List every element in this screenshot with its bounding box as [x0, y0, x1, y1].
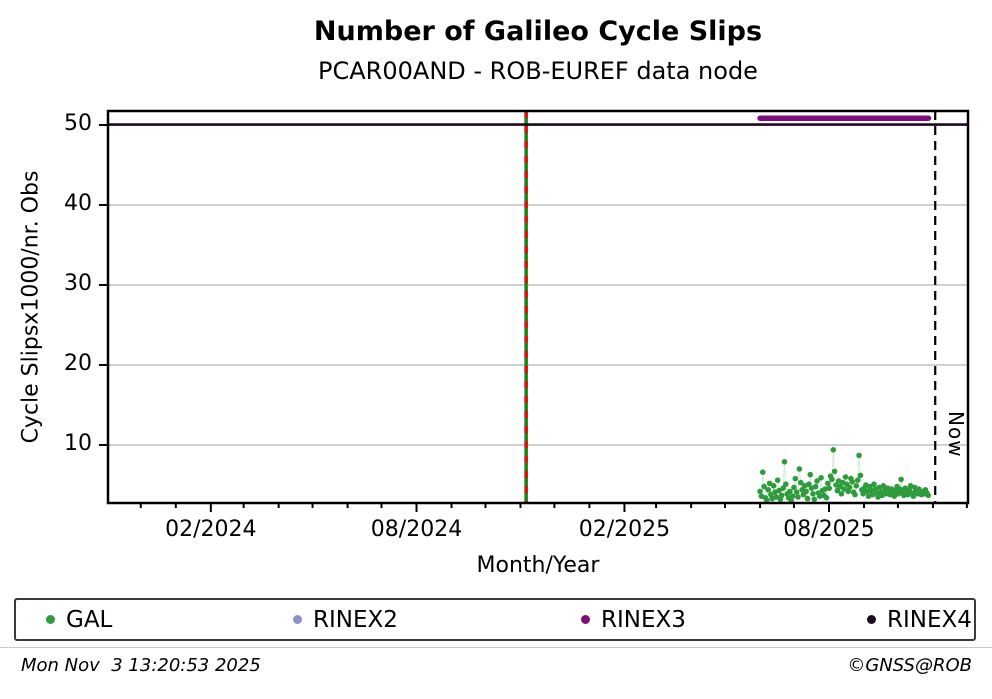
gal-data-point	[778, 492, 785, 499]
footer-divider	[0, 647, 992, 648]
legend: GAL RINEX2 RINEX3 RINEX4	[14, 598, 976, 641]
gal-data-point	[838, 491, 845, 497]
gal-data-point	[925, 492, 932, 499]
gal-data-point	[898, 476, 904, 483]
plot-timestamp: Mon Nov 3 13:20:53 2025	[21, 655, 261, 676]
gal-data-point	[871, 481, 877, 488]
rinex4-series-dot-icon	[867, 615, 876, 624]
gal-data-point	[793, 489, 800, 496]
rinex3-series-dot-icon	[581, 615, 590, 624]
chart-subtitle: PCAR00AND - ROB-EUREF data node	[318, 57, 758, 85]
gal-data-point	[791, 484, 797, 491]
gal-data-point	[856, 452, 862, 459]
credit-text: ©GNSS@ROB	[847, 655, 972, 676]
gal-data-point	[774, 477, 781, 484]
gal-data-point	[780, 485, 786, 492]
gal-data-point	[797, 479, 804, 486]
y-tick-label: 40	[64, 191, 92, 216]
y-tick-label: 10	[64, 431, 92, 456]
legend-item-rinex4: RINEX4	[867, 600, 972, 639]
gal-data-point	[761, 483, 767, 490]
gal-data-point	[759, 469, 766, 476]
gal-data-point	[789, 493, 796, 500]
gal-data-point	[891, 493, 898, 500]
gal-data-point	[806, 481, 812, 488]
gal-data-point	[829, 476, 835, 483]
legend-label-gal: GAL	[66, 606, 113, 633]
y-tick-label: 30	[64, 271, 92, 296]
gal-data-point	[857, 472, 864, 479]
gal-data-point	[783, 481, 789, 488]
x-tick-label: 08/2025	[783, 517, 875, 542]
gal-data-point	[846, 484, 853, 491]
y-tick-label: 20	[64, 351, 92, 376]
y-tick-label: 50	[64, 111, 92, 136]
gal-data-point	[787, 488, 793, 495]
legend-label-rinex4: RINEX4	[887, 606, 972, 633]
legend-item-rinex2: RINEX2	[293, 600, 398, 639]
rinex2-series-dot-icon	[293, 615, 302, 624]
gal-data-point	[773, 494, 780, 500]
gal-data-point	[854, 477, 861, 484]
gal-data-point	[757, 488, 763, 495]
x-tick-label: 02/2024	[165, 517, 257, 542]
gal-data-point	[830, 447, 837, 453]
gal-data-point	[814, 478, 820, 484]
gal-data-point	[765, 487, 771, 493]
legend-label-rinex2: RINEX2	[313, 606, 398, 633]
gal-data-point	[781, 459, 788, 465]
gal-data-point	[807, 471, 814, 478]
gal-data-point	[770, 483, 777, 489]
x-tick-label: 08/2024	[370, 517, 463, 542]
gal-data-point	[831, 468, 838, 475]
legend-item-rinex3: RINEX3	[581, 600, 686, 639]
gal-data-point	[910, 493, 917, 500]
gal-data-point	[818, 475, 824, 481]
gal-data-point	[837, 483, 843, 490]
gal-data-point	[841, 486, 847, 492]
gal-series-dot-icon	[46, 615, 55, 624]
gal-data-point	[812, 483, 819, 490]
now-line-label: Now	[944, 411, 968, 458]
chart-title: Number of Galileo Cycle Slips	[313, 16, 763, 47]
plot-frame	[106, 109, 970, 505]
gal-data-point	[823, 495, 830, 501]
gal-data-point	[811, 496, 818, 503]
gal-data-point	[842, 474, 849, 480]
gal-data-point	[792, 475, 799, 482]
gal-data-point	[795, 494, 801, 500]
gal-data-point	[834, 487, 841, 494]
gal-data-point	[810, 491, 816, 497]
gal-data-point	[825, 480, 831, 487]
gal-data-point	[860, 491, 866, 497]
gal-data-point	[803, 488, 809, 495]
gal-data-point	[804, 495, 811, 502]
gal-data-point	[853, 483, 860, 489]
gal-data-point	[826, 485, 833, 492]
gal-data-point	[766, 480, 773, 487]
x-axis-label: Month/Year	[476, 553, 600, 578]
gal-data-point	[796, 466, 803, 472]
gal-data-point	[849, 479, 856, 485]
gal-data-point	[764, 497, 770, 504]
legend-item-gal: GAL	[46, 600, 112, 639]
legend-label-rinex3: RINEX3	[601, 606, 686, 633]
gal-data-point	[776, 487, 782, 494]
x-tick-label: 02/2025	[578, 517, 671, 542]
gal-data-point	[852, 491, 858, 498]
